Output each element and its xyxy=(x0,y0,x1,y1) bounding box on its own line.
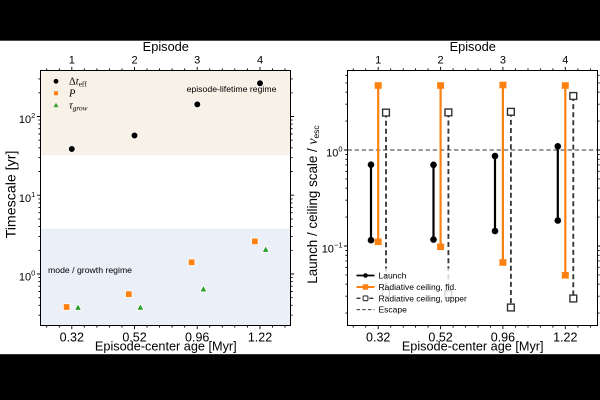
svg-text:2: 2 xyxy=(131,55,137,67)
svg-text:0.52: 0.52 xyxy=(122,330,146,344)
svg-text:mode / growth regime: mode / growth regime xyxy=(48,265,132,275)
svg-text:Episode-center age [Myr]: Episode-center age [Myr] xyxy=(95,340,237,354)
svg-text:Escape: Escape xyxy=(379,305,408,315)
svg-text:Episode: Episode xyxy=(143,39,189,54)
svg-text:0.52: 0.52 xyxy=(428,330,452,344)
svg-text:3: 3 xyxy=(500,55,506,67)
svg-text:Episode: Episode xyxy=(450,39,496,54)
svg-text:0.96: 0.96 xyxy=(185,330,209,344)
svg-text:3: 3 xyxy=(194,55,200,67)
svg-text:Timescale [yr]: Timescale [yr] xyxy=(4,151,20,239)
svg-text:Episode-center age [Myr]: Episode-center age [Myr] xyxy=(402,340,544,354)
svg-text:0.32: 0.32 xyxy=(60,330,84,344)
svg-text:Radiative ceiling, fid.: Radiative ceiling, fid. xyxy=(379,282,457,292)
svg-text:Δteff: Δteff xyxy=(69,77,87,89)
svg-text:P: P xyxy=(68,89,76,100)
svg-text:4: 4 xyxy=(562,55,568,67)
svg-text:1: 1 xyxy=(375,55,381,67)
svg-text:0.96: 0.96 xyxy=(491,330,515,344)
svg-text:Radiative ceiling, upper: Radiative ceiling, upper xyxy=(379,293,468,303)
svg-text:1.22: 1.22 xyxy=(248,330,272,344)
svg-text:2: 2 xyxy=(438,55,444,67)
svg-text:4: 4 xyxy=(257,55,263,67)
svg-text:1.22: 1.22 xyxy=(553,330,577,344)
svg-text:Launch: Launch xyxy=(379,271,407,281)
svg-text:1: 1 xyxy=(69,55,75,67)
svg-text:0.32: 0.32 xyxy=(366,330,390,344)
svg-text:τgrow: τgrow xyxy=(69,100,88,112)
svg-text:Launch / ceiling scale / vesc: Launch / ceiling scale / vesc xyxy=(305,125,321,284)
svg-text:episode-lifetime regime: episode-lifetime regime xyxy=(187,84,277,94)
